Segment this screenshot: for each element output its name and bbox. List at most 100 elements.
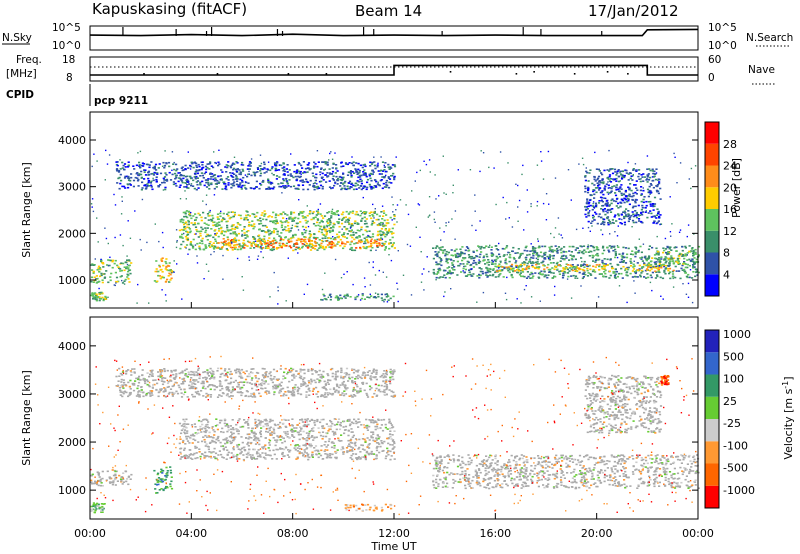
echo-cell — [192, 395, 195, 398]
echo-cell — [366, 186, 369, 189]
echo-cell — [607, 184, 610, 187]
echo-cell — [286, 214, 289, 216]
echo-cell — [323, 295, 326, 297]
echo-cell — [667, 251, 670, 253]
echo-cell — [208, 188, 211, 190]
echo-cell — [650, 212, 653, 215]
echo-cell — [203, 248, 206, 251]
echo-cell — [620, 178, 624, 180]
echo-cell — [182, 393, 185, 396]
echo-cell — [363, 247, 366, 249]
echo-cell — [206, 233, 209, 236]
echo-cell — [297, 214, 301, 216]
echo-cell — [581, 264, 584, 266]
echo-cell — [484, 271, 487, 274]
echo-cell — [133, 372, 136, 374]
echo-cell — [97, 267, 100, 269]
echo-cell — [114, 236, 116, 239]
echo-cell — [607, 223, 610, 226]
echo-cell — [606, 191, 609, 194]
echo-cell — [295, 171, 299, 174]
echo-cell — [223, 369, 226, 372]
echo-cell — [433, 211, 436, 213]
echo-cell — [273, 393, 276, 396]
echo-cell — [219, 212, 222, 215]
echo-cell — [475, 229, 477, 231]
echo-cell — [646, 269, 649, 271]
echo-cell — [363, 186, 366, 188]
echo-cell — [224, 185, 227, 187]
echo-cell — [616, 172, 619, 174]
echo-cell — [120, 378, 123, 381]
echo-cell — [368, 261, 370, 264]
echo-cell — [670, 257, 673, 259]
echo-cell — [615, 180, 618, 182]
echo-cell — [663, 269, 666, 272]
echo-cell — [608, 277, 611, 279]
echo-cell — [544, 258, 547, 260]
echo-cell — [351, 368, 354, 370]
echo-cell — [543, 270, 546, 272]
echo-cell — [649, 269, 652, 272]
echo-cell — [263, 161, 266, 164]
echo-cell — [220, 248, 223, 250]
echo-cell — [214, 245, 217, 248]
echo-cell — [370, 179, 373, 182]
echo-cell — [393, 394, 397, 397]
echo-cell — [212, 242, 215, 244]
echo-cell — [202, 200, 204, 202]
echo-cell — [511, 276, 514, 279]
echo-cell — [122, 392, 125, 395]
echo-cell — [113, 262, 116, 265]
echo-cell — [614, 254, 617, 256]
echo-cell — [340, 367, 343, 370]
echo-cell — [319, 203, 322, 205]
echo-cell — [653, 261, 656, 264]
echo-cell — [261, 240, 265, 242]
echo-cell — [301, 243, 304, 245]
echo-cell — [526, 262, 529, 265]
echo-cell — [206, 167, 209, 169]
echo-cell — [331, 208, 334, 211]
echo-cell — [107, 281, 110, 284]
echo-cell — [148, 302, 150, 304]
echo-cell — [556, 261, 559, 264]
echo-cell — [617, 214, 620, 217]
echo-cell — [441, 246, 444, 248]
echo-cell — [583, 273, 586, 275]
echo-cell — [479, 253, 482, 256]
echo-cell — [609, 222, 612, 225]
echo-cell — [296, 225, 299, 228]
echo-cell — [285, 180, 288, 182]
echo-cell — [666, 253, 670, 255]
echo-cell — [324, 383, 327, 385]
echo-cell — [314, 244, 318, 247]
echo-cell — [312, 175, 315, 177]
echo-cell — [121, 200, 123, 202]
echo-cell — [291, 374, 294, 377]
echo-cell — [265, 188, 268, 190]
echo-cell — [187, 151, 189, 153]
echo-cell — [222, 217, 225, 219]
echo-cell — [265, 371, 268, 373]
echo-cell — [247, 214, 250, 216]
nsky-frame — [89, 25, 699, 51]
echo-cell — [336, 221, 339, 223]
echo-cell — [435, 245, 438, 247]
echo-cell — [526, 271, 529, 273]
echo-cell — [593, 249, 596, 252]
freq-dot — [627, 73, 629, 75]
echo-cell — [560, 255, 564, 258]
echo-cell — [166, 382, 170, 385]
y-tick-label: 2000 — [58, 227, 86, 240]
echo-cell — [319, 245, 322, 248]
echo-cell — [300, 385, 303, 387]
echo-cell — [610, 202, 613, 205]
echo-cell — [371, 161, 374, 164]
echo-cell — [620, 222, 623, 225]
echo-cell — [584, 187, 587, 190]
echo-cell — [510, 265, 513, 268]
echo-cell — [580, 257, 583, 259]
echo-cell — [451, 272, 454, 274]
echo-cell — [343, 385, 346, 387]
